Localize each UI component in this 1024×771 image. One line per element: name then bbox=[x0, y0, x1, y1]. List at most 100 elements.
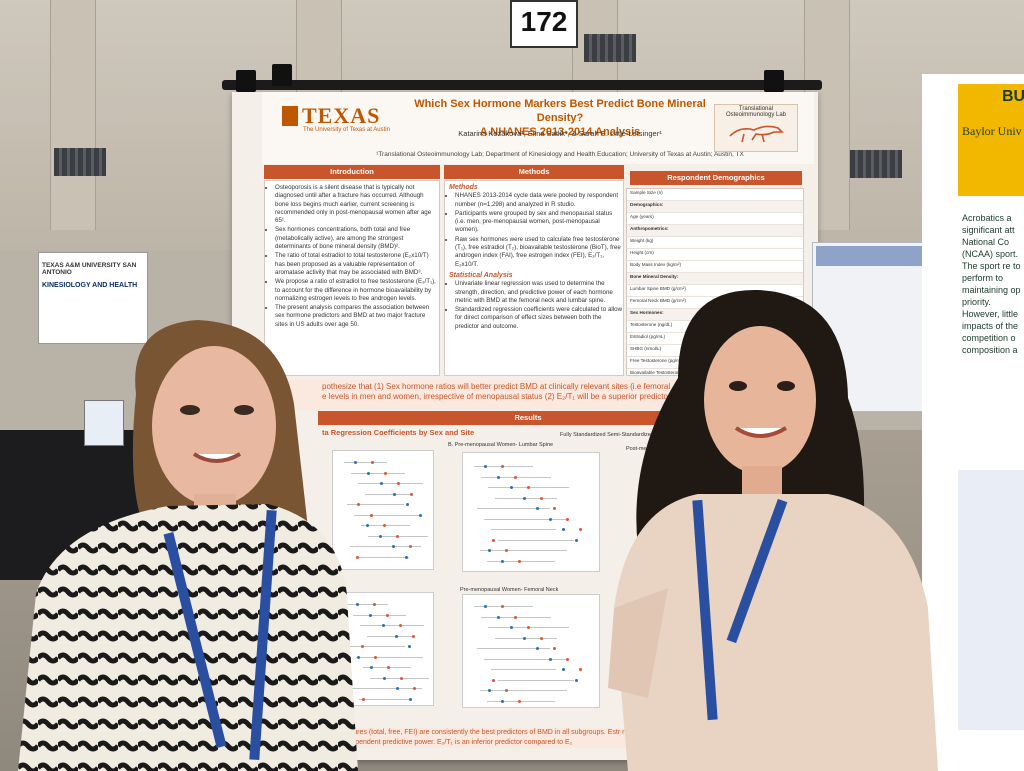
coefficient-point bbox=[566, 657, 569, 661]
demographics-row: Age (years) bbox=[627, 213, 803, 225]
ci-line bbox=[491, 669, 556, 670]
coefficient-point bbox=[356, 603, 359, 606]
stats-bullet: Standardized regression coefficients wer… bbox=[455, 306, 623, 331]
methods-subheading: Methods bbox=[449, 184, 478, 191]
coefficient-point bbox=[540, 496, 543, 500]
coefficient-point bbox=[505, 549, 508, 552]
coefficient-point bbox=[383, 524, 386, 527]
coefficient-point bbox=[373, 603, 376, 606]
ci-line bbox=[484, 658, 568, 660]
plot-label: Post-menopa bbox=[626, 446, 659, 452]
coefficient-point bbox=[409, 697, 412, 701]
hypothesis-text: pothesize that (1) Sex hormone ratios wi… bbox=[322, 382, 671, 401]
coefficient-point bbox=[484, 465, 487, 468]
poster-title: Which Sex Hormone Markers Best Predict B… bbox=[390, 97, 730, 139]
lab-name: Translational Osteoimmunology Lab bbox=[725, 106, 787, 118]
ci-line bbox=[491, 529, 556, 530]
coefficient-point bbox=[369, 613, 372, 617]
plot-label: Pre-menopausal Women- Femoral Neck bbox=[460, 587, 559, 593]
tamu-banner bbox=[38, 252, 148, 344]
lab-logo bbox=[714, 104, 798, 152]
intro-bullet: Osteoporosis is a silent disease that is… bbox=[275, 184, 439, 225]
forest-plot bbox=[462, 452, 600, 572]
coefficient-point bbox=[396, 687, 399, 690]
coefficient-point bbox=[501, 465, 504, 468]
pillar bbox=[50, 0, 96, 230]
baylor-wordmark: Baylor Univ bbox=[962, 124, 1022, 138]
coefficient-point bbox=[566, 517, 569, 521]
coefficient-point bbox=[518, 559, 521, 563]
coefficient-point bbox=[413, 687, 416, 690]
ci-line bbox=[359, 698, 411, 700]
dinosaur-skeleton-icon bbox=[729, 125, 784, 143]
coefficient-point bbox=[356, 555, 359, 559]
ut-wordmark: TEXAS bbox=[302, 103, 381, 128]
demographics-row: Sample Size (n) bbox=[627, 189, 803, 201]
ci-line bbox=[367, 635, 413, 637]
coefficient-point bbox=[395, 634, 398, 638]
coefficient-point bbox=[362, 697, 365, 701]
coefficient-point bbox=[562, 528, 565, 531]
poster-title-line1: Which Sex Hormone Markers Best Predict B… bbox=[414, 98, 706, 124]
coefficient-point bbox=[575, 538, 578, 542]
coefficient-point bbox=[386, 613, 389, 617]
coefficient-point bbox=[354, 461, 357, 464]
coefficient-point bbox=[575, 678, 578, 682]
coefficient-point bbox=[553, 647, 556, 650]
coefficient-point bbox=[549, 517, 552, 521]
coefficient-point bbox=[380, 482, 383, 485]
coefficient-point bbox=[514, 475, 517, 479]
coefficient-point bbox=[505, 689, 508, 692]
coefficient-point bbox=[399, 624, 402, 627]
ci-line bbox=[477, 648, 550, 649]
brochure bbox=[84, 400, 124, 446]
ci-line bbox=[498, 679, 574, 681]
ci-line bbox=[480, 550, 567, 551]
coefficient-point bbox=[396, 534, 399, 538]
poster-authors: Katarina Kozakova¹, Elina Satlik¹, & Sar… bbox=[458, 129, 662, 138]
coefficient-point bbox=[382, 624, 385, 627]
coefficient-point bbox=[393, 492, 396, 496]
intro-header: Introduction bbox=[264, 165, 440, 179]
coefficient-point bbox=[527, 486, 530, 489]
ci-line bbox=[352, 688, 423, 689]
binder-clip bbox=[764, 70, 784, 92]
ci-line bbox=[349, 646, 406, 647]
coefficient-point bbox=[370, 513, 373, 517]
coefficient-point bbox=[501, 559, 504, 563]
ci-line bbox=[370, 677, 430, 679]
coefficient-point bbox=[518, 699, 521, 703]
methods-header: Methods bbox=[444, 165, 624, 179]
coefficient-point bbox=[410, 492, 413, 496]
ci-line bbox=[498, 539, 574, 541]
intro-section: Osteoporosis is a silent disease that is… bbox=[264, 180, 440, 376]
coefficient-point bbox=[357, 655, 360, 659]
coefficient-point bbox=[514, 615, 517, 619]
coefficient-point bbox=[409, 545, 412, 548]
coefficient-point bbox=[492, 538, 495, 542]
ci-line bbox=[353, 614, 407, 616]
ci-line bbox=[484, 518, 568, 520]
intro-bullet: The ratio of total estradiol to total te… bbox=[275, 252, 439, 277]
coefficient-point bbox=[501, 699, 504, 703]
ci-line bbox=[358, 483, 424, 484]
wall-vent bbox=[850, 150, 902, 178]
ci-line bbox=[356, 656, 424, 658]
coefficient-point bbox=[562, 668, 565, 671]
wall-vent bbox=[54, 148, 106, 176]
ci-line bbox=[477, 508, 550, 509]
conclusion-text: easures (total, free, FEI) are consisten… bbox=[342, 728, 682, 748]
tamu-banner-subtitle: KINESIOLOGY AND HEALTH bbox=[42, 282, 138, 289]
methods-section: Methods NHANES 2013-2014 cycle data were… bbox=[444, 180, 624, 376]
stats-subheading: Statistical Analysis bbox=[449, 271, 513, 279]
ci-line bbox=[365, 493, 412, 495]
coefficient-point bbox=[488, 549, 491, 552]
results-legend: Fully Standardized Semi-Standardized bbox=[560, 432, 654, 438]
methods-bullet: NHANES 2013-2014 cycle data were pooled … bbox=[455, 192, 623, 209]
binder-clip bbox=[236, 70, 256, 92]
forest-plot bbox=[332, 450, 434, 570]
coefficient-point bbox=[361, 645, 364, 648]
results-header: Results bbox=[318, 411, 738, 425]
ut-shield-icon bbox=[282, 106, 298, 126]
coefficient-point bbox=[374, 655, 377, 659]
